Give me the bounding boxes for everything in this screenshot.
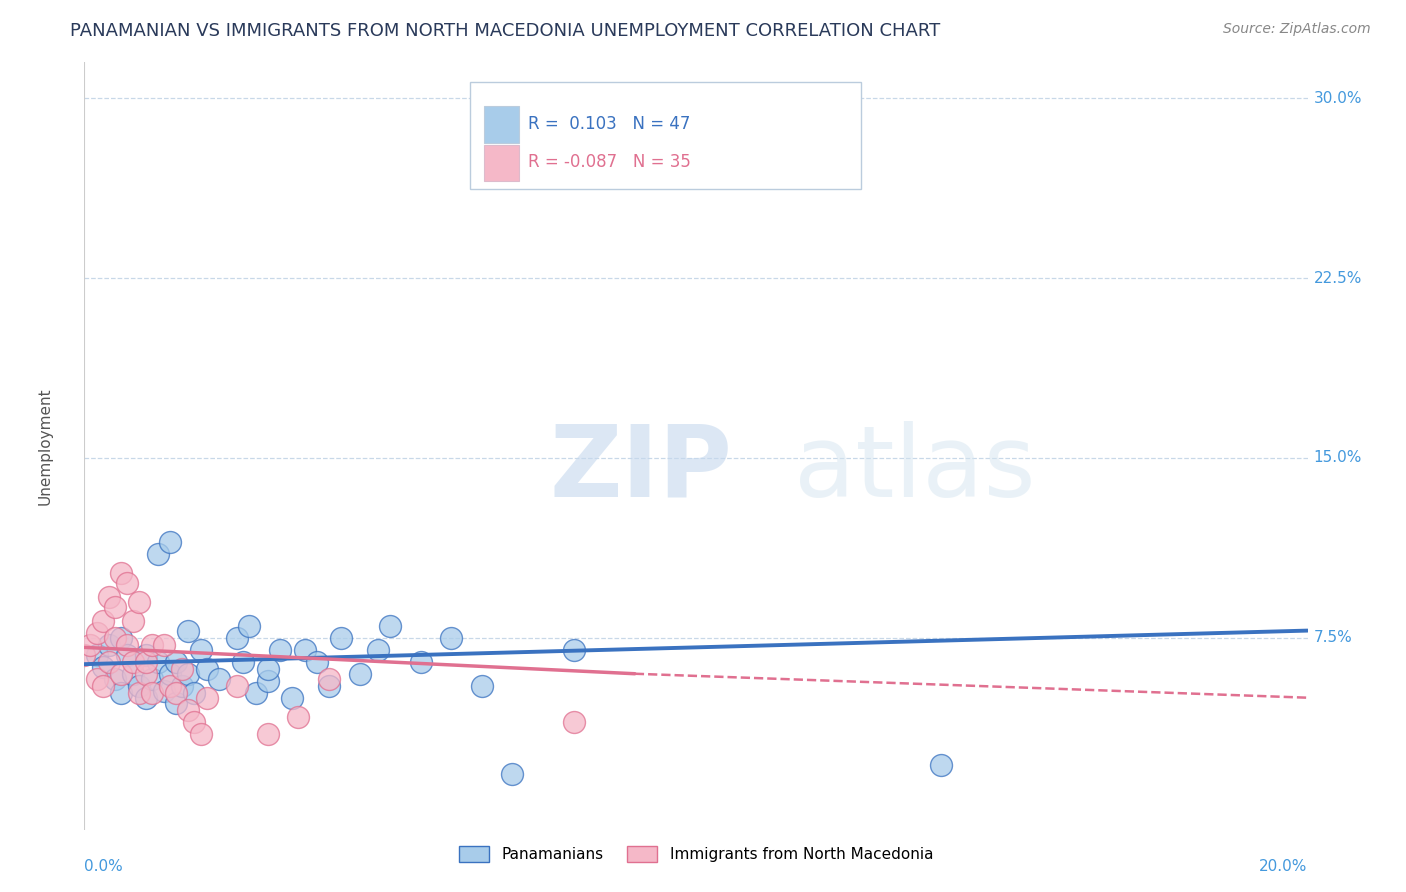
Point [238, 619, 260, 633]
Point [115, 638, 138, 652]
Point [257, 673, 280, 688]
Point [190, 726, 212, 740]
Point [195, 690, 218, 705]
Point [128, 679, 150, 693]
Point [330, 631, 353, 645]
Point [146, 655, 169, 669]
Point [281, 690, 304, 705]
Point [294, 642, 316, 657]
Point [165, 655, 187, 669]
Point [135, 655, 157, 669]
Point [79, 638, 101, 652]
Point [562, 642, 585, 657]
Point [135, 690, 157, 705]
Point [146, 547, 169, 561]
Point [165, 696, 187, 710]
Point [929, 757, 952, 772]
Point [367, 642, 389, 657]
Point [226, 679, 249, 693]
Text: atlas: atlas [794, 420, 1035, 517]
Text: 30.0%: 30.0% [1313, 91, 1362, 106]
Point [409, 655, 432, 669]
Point [257, 662, 280, 676]
Point [97, 655, 120, 669]
Point [91, 659, 114, 673]
Point [141, 686, 163, 700]
Point [110, 631, 132, 645]
Point [159, 534, 181, 549]
Point [128, 595, 150, 609]
Point [318, 672, 340, 686]
Point [245, 686, 267, 700]
Point [86, 648, 108, 662]
Point [141, 638, 163, 652]
Point [226, 631, 249, 645]
Point [172, 679, 194, 693]
Text: 7.5%: 7.5% [1313, 631, 1353, 645]
Point [183, 686, 205, 700]
Point [73, 648, 96, 662]
Point [122, 614, 145, 628]
FancyBboxPatch shape [484, 145, 519, 181]
Point [104, 599, 127, 614]
Point [440, 631, 463, 645]
Text: 22.5%: 22.5% [1313, 270, 1362, 285]
Point [86, 672, 108, 686]
Text: Unemployment: Unemployment [38, 387, 52, 505]
Point [159, 666, 181, 681]
Point [104, 631, 127, 645]
Point [287, 710, 309, 724]
Point [115, 575, 138, 590]
Point [183, 714, 205, 729]
Point [177, 666, 200, 681]
Point [195, 662, 218, 676]
Point [86, 626, 108, 640]
Text: 15.0%: 15.0% [1313, 450, 1362, 466]
Point [318, 679, 340, 693]
Point [104, 672, 127, 686]
Point [115, 648, 138, 662]
Text: ZIP: ZIP [550, 420, 733, 517]
Point [190, 642, 212, 657]
Point [172, 662, 194, 676]
Point [349, 666, 371, 681]
Point [110, 666, 132, 681]
Point [380, 619, 402, 633]
Point [97, 638, 120, 652]
Point [110, 686, 132, 700]
Point [128, 686, 150, 700]
Point [91, 679, 114, 693]
FancyBboxPatch shape [470, 81, 860, 189]
Text: 0.0%: 0.0% [84, 859, 124, 873]
Point [208, 672, 231, 686]
Point [177, 624, 200, 638]
Point [269, 642, 291, 657]
Point [153, 683, 176, 698]
Text: PANAMANIAN VS IMMIGRANTS FROM NORTH MACEDONIA UNEMPLOYMENT CORRELATION CHART: PANAMANIAN VS IMMIGRANTS FROM NORTH MACE… [70, 22, 941, 40]
Point [141, 672, 163, 686]
Text: 20.0%: 20.0% [1260, 859, 1308, 873]
Point [257, 726, 280, 740]
Text: Source: ZipAtlas.com: Source: ZipAtlas.com [1223, 22, 1371, 37]
Point [502, 767, 524, 781]
Point [177, 703, 200, 717]
Point [305, 655, 328, 669]
Legend: Panamanians, Immigrants from North Macedonia: Panamanians, Immigrants from North Maced… [453, 839, 939, 868]
Point [110, 566, 132, 580]
Point [232, 655, 254, 669]
Point [159, 679, 181, 693]
Text: R =  0.103   N = 47: R = 0.103 N = 47 [529, 115, 690, 133]
Point [122, 666, 145, 681]
Point [91, 614, 114, 628]
Point [135, 666, 157, 681]
Point [471, 679, 494, 693]
Point [153, 638, 176, 652]
Point [97, 590, 120, 604]
Point [165, 686, 187, 700]
Point [122, 655, 145, 669]
Point [562, 714, 585, 729]
Point [135, 648, 157, 662]
Text: R = -0.087   N = 35: R = -0.087 N = 35 [529, 153, 692, 171]
FancyBboxPatch shape [484, 106, 519, 143]
